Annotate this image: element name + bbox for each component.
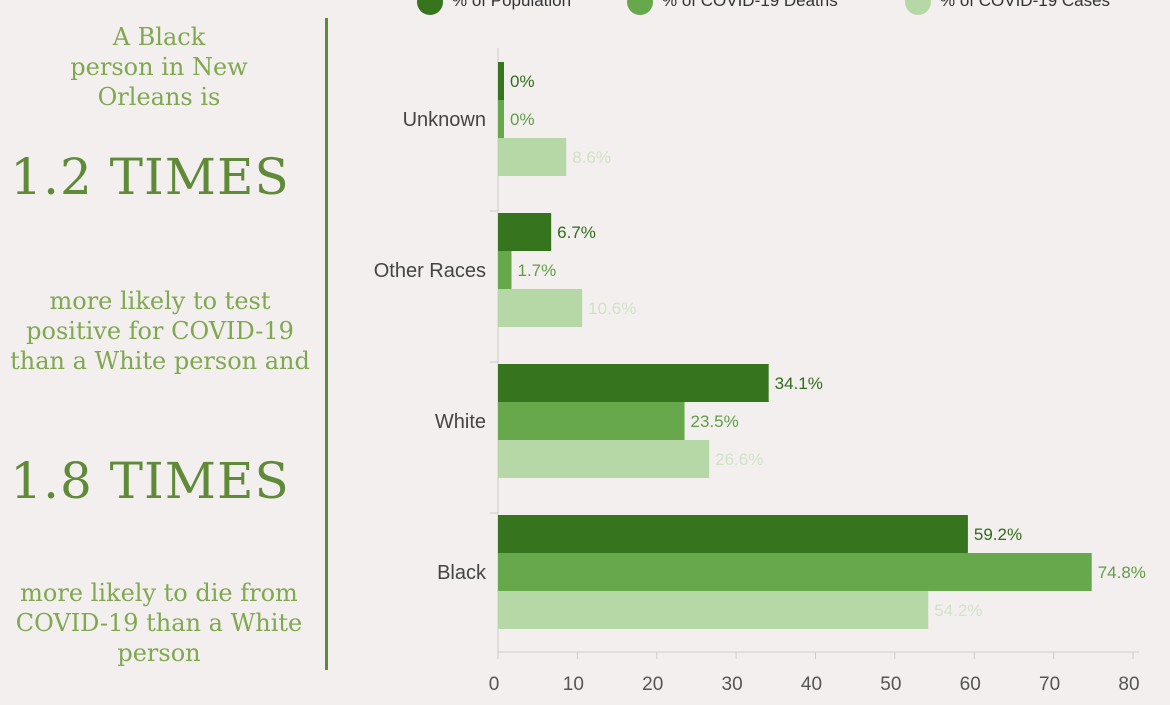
- data-label: 26.6%: [715, 450, 763, 469]
- data-label: 10.6%: [588, 299, 636, 318]
- x-tick-label: 60: [960, 674, 981, 695]
- data-label: 6.7%: [557, 223, 596, 242]
- data-label: 59.2%: [974, 525, 1022, 544]
- bar: [498, 100, 504, 138]
- bar: [498, 402, 685, 440]
- category-label: Black: [437, 562, 487, 584]
- category-label: Unknown: [403, 109, 486, 131]
- x-tick-label: 0: [489, 674, 500, 695]
- bar: [498, 553, 1092, 591]
- bar: [498, 62, 504, 100]
- positive-text: more likely to test positive for COVID-1…: [10, 287, 310, 375]
- x-tick-label: 20: [642, 674, 663, 695]
- legend-label: % of Population: [452, 0, 571, 10]
- bar: [498, 515, 968, 553]
- data-label: 1.7%: [517, 261, 556, 280]
- bar: [498, 251, 512, 289]
- bar: [498, 440, 710, 478]
- data-label: 8.6%: [572, 148, 611, 167]
- data-label: 0%: [510, 72, 535, 91]
- category-label: White: [435, 411, 486, 433]
- data-label: 23.5%: [691, 412, 739, 431]
- sidebar-panel: A Black person in New Orleans is 1.2 TIM…: [0, 0, 320, 705]
- data-label: 54.2%: [934, 601, 982, 620]
- x-tick-label: 50: [880, 674, 901, 695]
- bar: [498, 364, 769, 402]
- category-label: Other Races: [374, 260, 486, 282]
- legend-label: % of COVID-19 Cases: [940, 0, 1110, 10]
- data-label: 34.1%: [775, 374, 823, 393]
- intro-text: A Black person in New Orleans is: [70, 23, 248, 111]
- x-tick-label: 70: [1039, 674, 1060, 695]
- death-text: more likely to die from COVID-19 than a …: [15, 579, 303, 667]
- bar: [498, 591, 929, 629]
- stat-positive-ratio: 1.2 TIMES: [10, 148, 290, 206]
- bar: [498, 289, 583, 327]
- x-tick-label: 10: [563, 674, 584, 695]
- x-tick-label: 30: [722, 674, 743, 695]
- data-label: 74.8%: [1098, 563, 1146, 582]
- stat-death-ratio: 1.8 TIMES: [10, 452, 290, 510]
- x-tick-label: 40: [801, 674, 822, 695]
- data-label: 0%: [510, 110, 535, 129]
- bar: [498, 213, 552, 251]
- bar: [498, 138, 567, 176]
- divider-line: [325, 18, 328, 670]
- x-tick-label: 80: [1118, 674, 1139, 695]
- legend-label: % of COVID-19 Deaths: [662, 0, 838, 10]
- legend-swatch: [627, 0, 653, 15]
- legend-swatch: [905, 0, 931, 15]
- legend-swatch: [417, 0, 443, 15]
